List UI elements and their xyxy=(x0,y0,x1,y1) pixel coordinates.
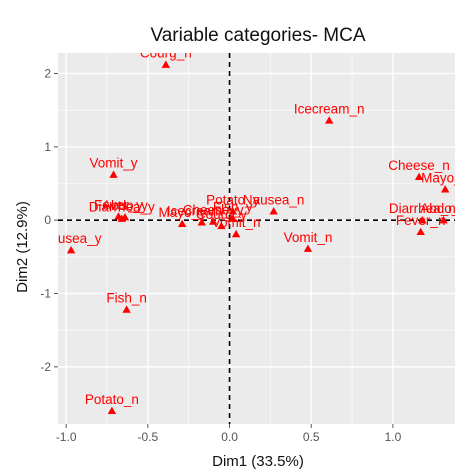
point-label: Diarrhea_y xyxy=(89,200,155,215)
point-marker xyxy=(228,214,238,222)
point-label: Potato_n xyxy=(85,392,139,407)
point-marker xyxy=(231,229,241,238)
grid-lines xyxy=(58,53,455,424)
point-marker xyxy=(440,185,450,193)
point-label: Icecream_y xyxy=(167,203,237,218)
point-label: Nausea_y xyxy=(41,231,102,246)
point-label: Diarrhea_n xyxy=(389,201,456,216)
point-marker xyxy=(109,170,118,178)
point-label: Mayo_y xyxy=(159,205,207,220)
point-label: Courg_n xyxy=(140,46,192,61)
point-label: Fever_y xyxy=(94,198,143,213)
point-marker xyxy=(439,215,448,224)
point-label: Icecream_n xyxy=(294,101,365,116)
point-label: Fish_y xyxy=(213,200,253,215)
point-label: Cheese_n xyxy=(388,158,450,173)
x-tick-label: 0.5 xyxy=(303,430,320,444)
point-marker xyxy=(416,227,425,236)
point-marker xyxy=(107,406,117,414)
x-tick-label: 0.0 xyxy=(221,430,238,444)
point-marker xyxy=(66,246,76,254)
y-axis-title: Dim2 (12.9%) xyxy=(14,201,31,293)
y-tick-label: 2 xyxy=(44,67,51,81)
point-label: Abdo_n xyxy=(420,201,467,216)
chart-title: Variable categories- MCA xyxy=(150,25,365,46)
points-layer xyxy=(66,60,450,414)
y-tick-label: 1 xyxy=(44,140,51,154)
y-tick-label: -2 xyxy=(40,360,51,374)
point-marker xyxy=(303,244,313,252)
point-marker xyxy=(269,207,278,215)
point-marker xyxy=(325,116,334,124)
y-tick-label: 0 xyxy=(44,213,51,227)
x-tick-label: -0.5 xyxy=(138,430,159,444)
point-marker xyxy=(161,60,171,68)
point-label: Cheese_y xyxy=(183,203,244,218)
axis-ticks: -1.0 -0.5 0.0 0.5 1.0 -2 -1 0 1 2 xyxy=(40,67,401,444)
point-label: Fever_n xyxy=(396,213,446,228)
point-marker xyxy=(177,219,187,227)
point-marker xyxy=(414,172,424,181)
point-label: Nausea_n xyxy=(243,192,305,207)
point-marker xyxy=(209,217,218,225)
point-label: Courg_y xyxy=(196,207,247,222)
point-marker xyxy=(217,221,226,230)
y-tick-label: -1 xyxy=(40,286,51,300)
plot-panel xyxy=(58,53,455,424)
point-marker xyxy=(228,207,238,215)
point-label: Vomit_n xyxy=(212,215,261,230)
point-marker xyxy=(197,218,206,226)
point-marker xyxy=(418,215,427,224)
point-marker xyxy=(122,305,131,313)
x-axis-title: Dim1 (33.5%) xyxy=(212,453,304,470)
point-label: Vomit_y xyxy=(90,156,138,171)
x-tick-label: -1.0 xyxy=(56,430,77,444)
point-marker xyxy=(120,213,130,221)
point-label: Vomit_n xyxy=(284,230,333,245)
x-tick-label: 1.0 xyxy=(385,430,402,444)
point-label: Fish_n xyxy=(106,291,147,306)
point-label: Potato_y xyxy=(206,192,260,207)
point-label: Mayo_n xyxy=(421,170,469,185)
point-label: Abdo_y xyxy=(102,198,148,213)
